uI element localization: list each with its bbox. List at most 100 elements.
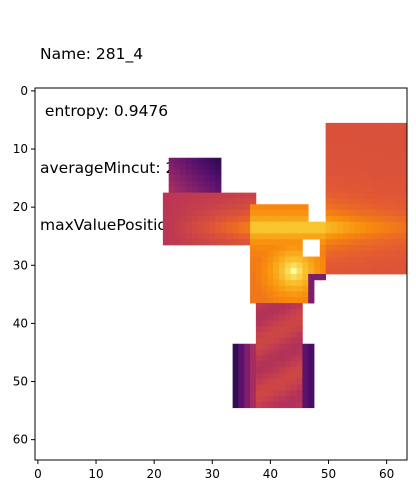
heatmap-cell xyxy=(308,396,315,403)
heatmap-cell xyxy=(377,122,385,130)
heatmap-cell xyxy=(209,181,216,188)
heatmap-cell xyxy=(337,140,344,147)
heatmap-cell xyxy=(221,221,228,228)
heatmap-cell xyxy=(337,233,344,240)
heatmap-cell xyxy=(343,134,350,141)
heatmap-cell xyxy=(174,169,181,176)
heatmap-cell xyxy=(209,204,216,211)
heatmap-cell xyxy=(273,337,280,345)
heatmap-cell xyxy=(284,291,292,298)
heatmap-cell xyxy=(389,239,396,246)
heatmap-cell xyxy=(261,215,268,223)
heatmap-cell xyxy=(180,221,187,228)
heatmap-cell xyxy=(203,186,210,194)
heatmap-cell xyxy=(348,233,356,240)
heatmap-cell xyxy=(250,361,257,368)
heatmap-cell xyxy=(401,250,408,257)
heatmap-cell xyxy=(401,186,408,194)
heatmap-cell xyxy=(360,227,367,234)
heatmap-cell xyxy=(215,215,222,223)
heatmap-cell xyxy=(366,210,373,217)
heatmap-cell xyxy=(348,163,356,170)
heatmap-cell xyxy=(319,250,327,257)
heatmap-cell xyxy=(261,256,268,263)
heatmap-cell xyxy=(302,367,309,374)
heatmap-cell xyxy=(244,367,251,374)
heatmap-cell xyxy=(319,274,327,281)
heatmap-cell xyxy=(267,349,274,356)
heatmap-cell xyxy=(319,256,327,263)
heatmap-cell xyxy=(296,343,303,350)
heatmap-cell xyxy=(284,233,292,240)
heatmap-cell xyxy=(168,169,175,176)
heatmap-cell xyxy=(302,349,309,356)
heatmap-cell xyxy=(401,169,408,176)
title-entropy-line: entropy: 0.9476 xyxy=(40,102,169,120)
heatmap-cell xyxy=(290,274,297,281)
heatmap-cell xyxy=(383,204,390,211)
heatmap-cell xyxy=(174,175,181,182)
heatmap-cell xyxy=(302,233,309,240)
heatmap-cell xyxy=(296,279,303,287)
heatmap-cell xyxy=(273,396,280,403)
heatmap-cell xyxy=(267,384,274,391)
heatmap-cell xyxy=(244,390,251,397)
heatmap-cell xyxy=(308,361,315,368)
heatmap-cell xyxy=(290,239,297,246)
heatmap-cell xyxy=(244,215,251,223)
heatmap-cell xyxy=(250,367,257,374)
heatmap-cell xyxy=(209,163,216,170)
heatmap-cell xyxy=(331,233,338,240)
heatmap-cell xyxy=(255,390,263,397)
heatmap-cell xyxy=(308,401,315,409)
heatmap-cell xyxy=(290,308,297,316)
heatmap-cell xyxy=(343,186,350,194)
heatmap-cell xyxy=(319,268,327,275)
heatmap-cell xyxy=(337,210,344,217)
heatmap-cell xyxy=(180,181,187,188)
heatmap-cell xyxy=(267,308,274,316)
heatmap-cell xyxy=(226,198,234,205)
heatmap-cell xyxy=(366,169,373,176)
heatmap-cell xyxy=(197,163,204,170)
heatmap-cell xyxy=(267,314,274,321)
heatmap-cell xyxy=(162,215,170,223)
heatmap-cell xyxy=(354,146,361,153)
heatmap-cell xyxy=(267,233,274,240)
heatmap-cell xyxy=(348,134,356,141)
heatmap-cell xyxy=(197,210,204,217)
heatmap-cell xyxy=(290,291,297,298)
heatmap-cell xyxy=(232,349,239,356)
heatmap-cell xyxy=(255,355,263,362)
heatmap-cell xyxy=(290,250,297,257)
heatmap-cell xyxy=(238,239,245,246)
heatmap-cell xyxy=(279,256,286,263)
heatmap-cell xyxy=(389,181,396,188)
heatmap-cell xyxy=(325,256,332,263)
heatmap-cell xyxy=(389,134,396,141)
heatmap-cell xyxy=(290,285,297,292)
heatmap-cell xyxy=(279,204,286,211)
heatmap-cell xyxy=(308,378,315,385)
heatmap-cell xyxy=(401,146,408,153)
heatmap-cell xyxy=(279,291,286,298)
heatmap-cell xyxy=(377,233,385,240)
heatmap-cell xyxy=(279,314,286,321)
heatmap-cell xyxy=(348,204,356,211)
heatmap-cell xyxy=(255,384,263,391)
heatmap-cell xyxy=(337,151,344,159)
heatmap-cell xyxy=(232,384,239,391)
heatmap-cell xyxy=(319,244,327,252)
heatmap-cell xyxy=(261,274,268,281)
heatmap-cell xyxy=(174,233,181,240)
heatmap-cell xyxy=(343,239,350,246)
heatmap-cell xyxy=(290,378,297,385)
heatmap-cell xyxy=(308,285,315,292)
heatmap-cell xyxy=(284,343,292,350)
heatmap-cell xyxy=(337,221,344,228)
heatmap-cell xyxy=(366,204,373,211)
heatmap-cell xyxy=(308,355,315,362)
heatmap-cell xyxy=(284,384,292,391)
heatmap-cell xyxy=(308,227,315,234)
heatmap-cell xyxy=(366,140,373,147)
